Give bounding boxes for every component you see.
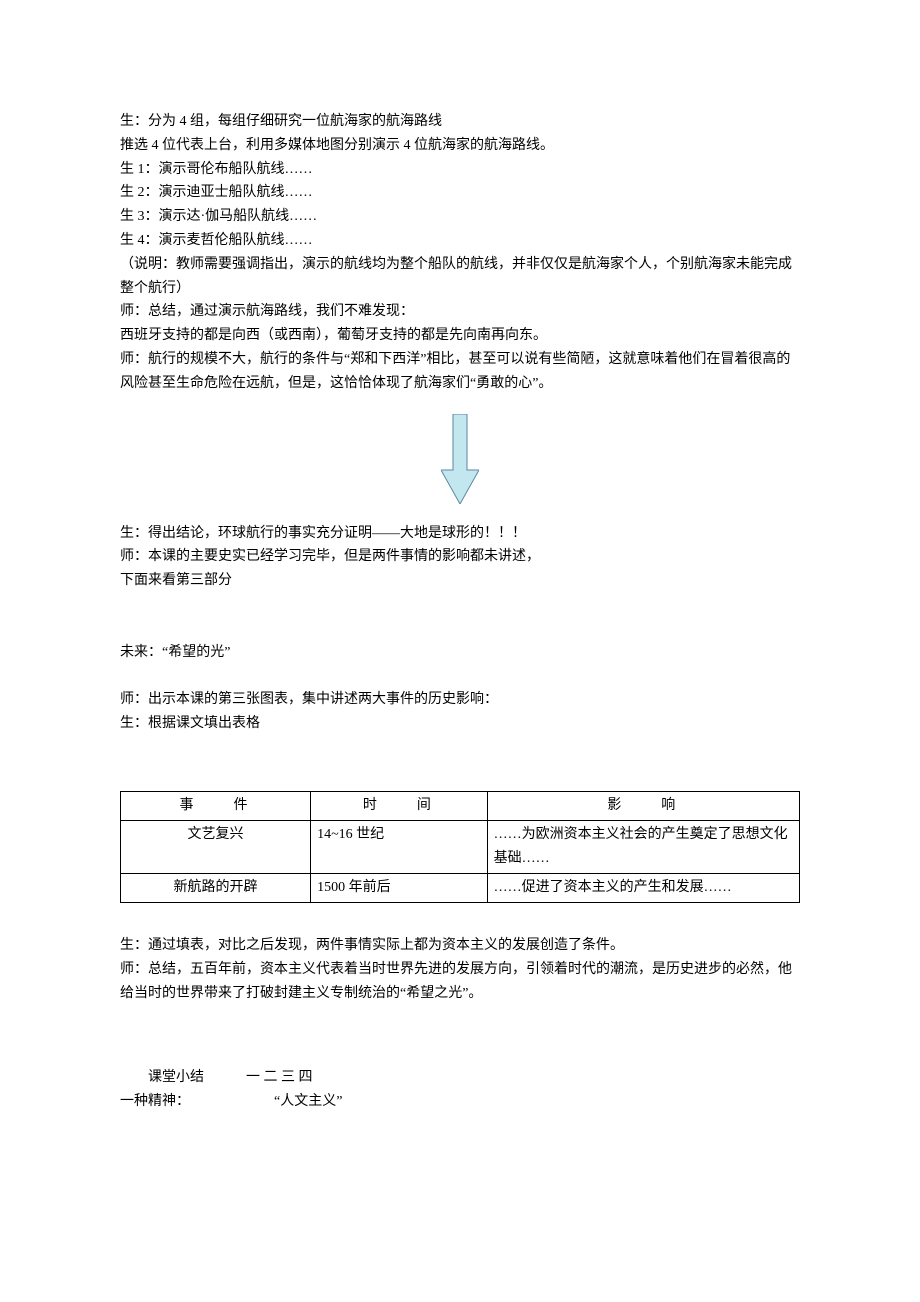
body-line: 生：分为 4 组，每组仔细研究一位航海家的航海路线 bbox=[120, 110, 800, 134]
body-line: 师：总结，通过演示航海路线，我们不难发现： bbox=[120, 300, 800, 324]
table-header-row: 事 件 时 间 影 响 bbox=[121, 792, 800, 821]
table-cell-impact: ……为欧洲资本主义社会的产生奠定了思想文化基础…… bbox=[487, 821, 799, 874]
summary-line-label: 一种精神： bbox=[120, 1094, 190, 1109]
body-line: 师：总结，五百年前，资本主义代表着当时世界先进的发展方向，引领着时代的潮流，是历… bbox=[120, 958, 800, 1006]
table-cell-event: 文艺复兴 bbox=[121, 821, 311, 874]
table-cell-time: 14~16 世纪 bbox=[311, 821, 488, 874]
table-cell-impact: ……促进了资本主义的产生和发展…… bbox=[487, 873, 799, 902]
body-line: 生 1：演示哥伦布船队航线…… bbox=[120, 158, 800, 182]
body-line: 生 4：演示麦哲伦船队航线…… bbox=[120, 229, 800, 253]
table-row: 文艺复兴 14~16 世纪 ……为欧洲资本主义社会的产生奠定了思想文化基础…… bbox=[121, 821, 800, 874]
page-container: 生：分为 4 组，每组仔细研究一位航海家的航海路线 推选 4 位代表上台，利用多… bbox=[0, 0, 920, 1302]
table-cell-event: 新航路的开辟 bbox=[121, 873, 311, 902]
body-line: 推选 4 位代表上台，利用多媒体地图分别演示 4 位航海家的航海路线。 bbox=[120, 134, 800, 158]
summary-title-numbers: 一 二 三 四 bbox=[246, 1070, 313, 1085]
table-cell-time: 1500 年前后 bbox=[311, 873, 488, 902]
spacer bbox=[120, 911, 800, 935]
body-line: 西班牙支持的都是向西（或西南），葡萄牙支持的都是先向南再向东。 bbox=[120, 324, 800, 348]
body-line: 生 3：演示达·伽马船队航线…… bbox=[120, 205, 800, 229]
body-line: 师：出示本课的第三张图表，集中讲述两大事件的历史影响： bbox=[120, 688, 800, 712]
impact-table: 事 件 时 间 影 响 文艺复兴 14~16 世纪 ……为欧洲资本主义社会的产生… bbox=[120, 791, 800, 902]
spacer bbox=[120, 736, 800, 784]
body-line: 师：航行的规模不大，航行的条件与“郑和下西洋”相比，甚至可以说有些简陋，这就意味… bbox=[120, 348, 800, 396]
class-summary-line: 一种精神： “人文主义” bbox=[120, 1090, 800, 1114]
body-line: 下面来看第三部分 bbox=[120, 569, 800, 593]
table-header-time: 时 间 bbox=[311, 792, 488, 821]
body-line: （说明：教师需要强调指出，演示的航线均为整个船队的航线，并非仅仅是航海家个人，个… bbox=[120, 253, 800, 301]
down-arrow-container bbox=[120, 414, 800, 504]
table-header-impact: 影 响 bbox=[487, 792, 799, 821]
down-arrow-icon bbox=[441, 414, 479, 504]
body-line: 师：本课的主要史实已经学习完毕，但是两件事情的影响都未讲述， bbox=[120, 545, 800, 569]
body-line: 生：通过填表，对比之后发现，两件事情实际上都为资本主义的发展创造了条件。 bbox=[120, 934, 800, 958]
section-heading: 未来：“希望的光” bbox=[120, 641, 800, 665]
spacer bbox=[120, 593, 800, 641]
table-header-event: 事 件 bbox=[121, 792, 311, 821]
body-line: 生：得出结论，环球航行的事实充分证明——大地是球形的！！！ bbox=[120, 522, 800, 546]
body-line: 生：根据课文填出表格 bbox=[120, 712, 800, 736]
table-row: 新航路的开辟 1500 年前后 ……促进了资本主义的产生和发展…… bbox=[121, 873, 800, 902]
body-line: 生 2：演示迪亚士船队航线…… bbox=[120, 181, 800, 205]
spacer bbox=[120, 664, 800, 688]
summary-line-value: “人文主义” bbox=[274, 1094, 342, 1109]
class-summary-title: 课堂小结 一 二 三 四 bbox=[120, 1066, 800, 1090]
summary-title-prefix: 课堂小结 bbox=[148, 1070, 204, 1085]
